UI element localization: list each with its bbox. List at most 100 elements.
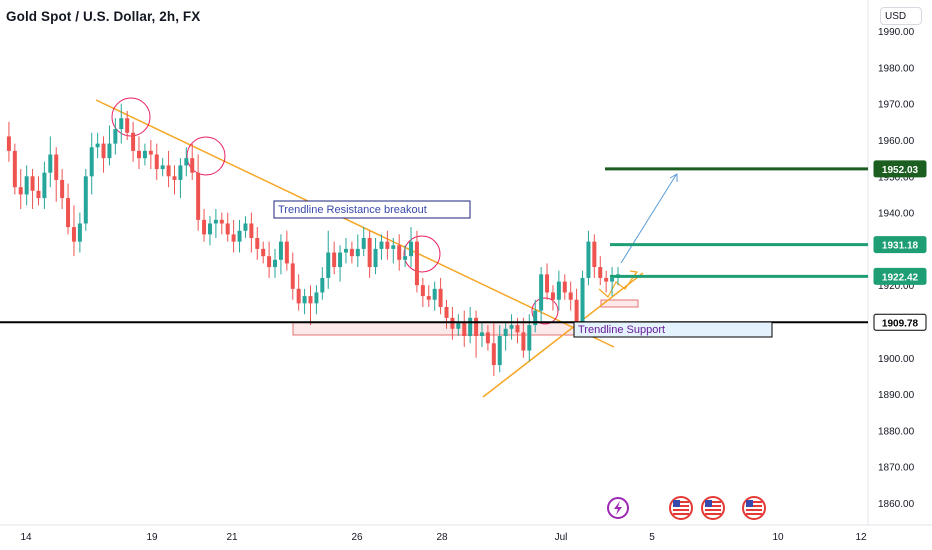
- candle-body: [30, 176, 35, 191]
- candle-body: [338, 252, 343, 268]
- candle-body: [160, 165, 165, 170]
- candle-body: [261, 248, 266, 257]
- touch-circle-4[interactable]: [531, 297, 559, 325]
- price-tick-label: 1900.00: [878, 354, 915, 365]
- touch-circle-3[interactable]: [403, 235, 441, 273]
- candle-body: [598, 267, 603, 278]
- candle-body: [184, 158, 189, 166]
- candle-body: [267, 256, 272, 268]
- trendline-support-text: Trendline Support: [578, 324, 665, 336]
- price-level-tag-text: 1922.42: [882, 272, 919, 283]
- candle-body: [385, 241, 390, 249]
- price-tick-label: 1990.00: [878, 27, 915, 38]
- candle-body: [426, 296, 431, 300]
- candle-body: [497, 336, 502, 366]
- price-level-tag[interactable]: [873, 313, 927, 331]
- candle-body: [343, 248, 348, 253]
- candle-body: [225, 223, 230, 235]
- small-zone-rect[interactable]: [600, 299, 639, 308]
- candle-body: [48, 154, 53, 173]
- candle-body: [379, 241, 384, 249]
- candle-body: [574, 299, 579, 322]
- candle-body: [391, 245, 396, 249]
- candle-body: [456, 321, 461, 329]
- touch-circle-1[interactable]: [111, 97, 151, 137]
- candle-body: [397, 245, 402, 260]
- price-tick-label: 1960.00: [878, 136, 915, 147]
- candle-body: [562, 281, 567, 293]
- candle-body: [509, 325, 514, 329]
- price-level-tag[interactable]: [873, 236, 927, 254]
- candle-body: [190, 158, 195, 173]
- price-tick-label: 1950.00: [878, 172, 915, 183]
- candle-body: [290, 263, 295, 289]
- support-trendline[interactable]: [482, 272, 644, 398]
- trendline-support-label[interactable]: Trendline Support: [573, 321, 773, 338]
- candle-body: [479, 332, 484, 337]
- price-tags-layer: 1952.03 1931.18 1922.42 1909.78: [873, 160, 927, 331]
- touch-circle-2[interactable]: [186, 136, 226, 176]
- candle-body: [568, 292, 573, 300]
- candle-body: [131, 132, 136, 151]
- time-tick-label: Jul: [555, 532, 568, 543]
- candle-body: [592, 241, 597, 268]
- time-tick-label: 19: [146, 532, 158, 543]
- time-axis[interactable]: 14 19 21 26 28 Jul 5 10 12: [20, 532, 867, 543]
- price-level-tag-text: 1931.18: [882, 241, 919, 252]
- candle-body: [24, 176, 29, 195]
- candle-body: [604, 277, 609, 282]
- candle-body: [355, 248, 360, 257]
- candle-body: [462, 321, 467, 337]
- candle-body: [71, 227, 76, 242]
- candle-body: [320, 277, 325, 293]
- candle-body: [414, 241, 419, 286]
- orange-projection-path[interactable]: [598, 272, 637, 298]
- candle-body: [113, 129, 118, 144]
- us-flag-event-icon-1[interactable]: [669, 496, 693, 520]
- resistance-trendline[interactable]: [95, 99, 615, 348]
- candle-body: [154, 154, 159, 170]
- candle-body: [249, 223, 254, 239]
- us-flag-event-icon-2[interactable]: [701, 496, 725, 520]
- candle-body: [213, 219, 218, 224]
- resistance-breakout-label[interactable]: Trendline Resistance breakout: [273, 200, 471, 219]
- candle-body: [521, 332, 526, 351]
- candle-body: [450, 317, 455, 329]
- candle-body: [42, 172, 47, 199]
- candle-body: [438, 288, 443, 307]
- candle-body: [373, 248, 378, 268]
- candle-body: [314, 292, 319, 304]
- candle-body: [83, 176, 88, 224]
- price-level-tag[interactable]: [873, 267, 927, 285]
- candle-body: [432, 288, 437, 300]
- candle-body: [556, 281, 561, 300]
- candle-body: [284, 241, 289, 264]
- flash-event-icon[interactable]: [607, 497, 629, 519]
- time-tick-label: 5: [649, 532, 655, 543]
- blue-projection-arrow[interactable]: [620, 174, 677, 264]
- candle-body: [278, 241, 283, 260]
- resistance-breakout-text: Trendline Resistance breakout: [278, 204, 427, 216]
- time-tick-label: 14: [20, 532, 32, 543]
- events-row[interactable]: [607, 496, 766, 520]
- candle-body: [409, 241, 414, 257]
- currency-selector[interactable]: USD: [880, 7, 922, 25]
- time-tick-label: 21: [226, 532, 238, 543]
- candle-body: [219, 219, 224, 224]
- price-level-tag[interactable]: [873, 160, 927, 178]
- candle-body: [296, 288, 301, 304]
- candle-body: [125, 118, 130, 133]
- candle-body: [18, 187, 23, 195]
- drawings-layer: [95, 97, 696, 398]
- candle-body: [361, 238, 366, 249]
- candle-body: [178, 165, 183, 180]
- us-flag-event-icon-3[interactable]: [742, 496, 766, 520]
- candle-body: [148, 150, 153, 155]
- price-tick-label: 1890.00: [878, 390, 915, 401]
- candle-body: [586, 241, 591, 278]
- candles-layer: [6, 103, 620, 376]
- time-tick-label: 28: [436, 532, 448, 543]
- price-tick-label: 1940.00: [878, 209, 915, 220]
- candle-body: [66, 198, 71, 228]
